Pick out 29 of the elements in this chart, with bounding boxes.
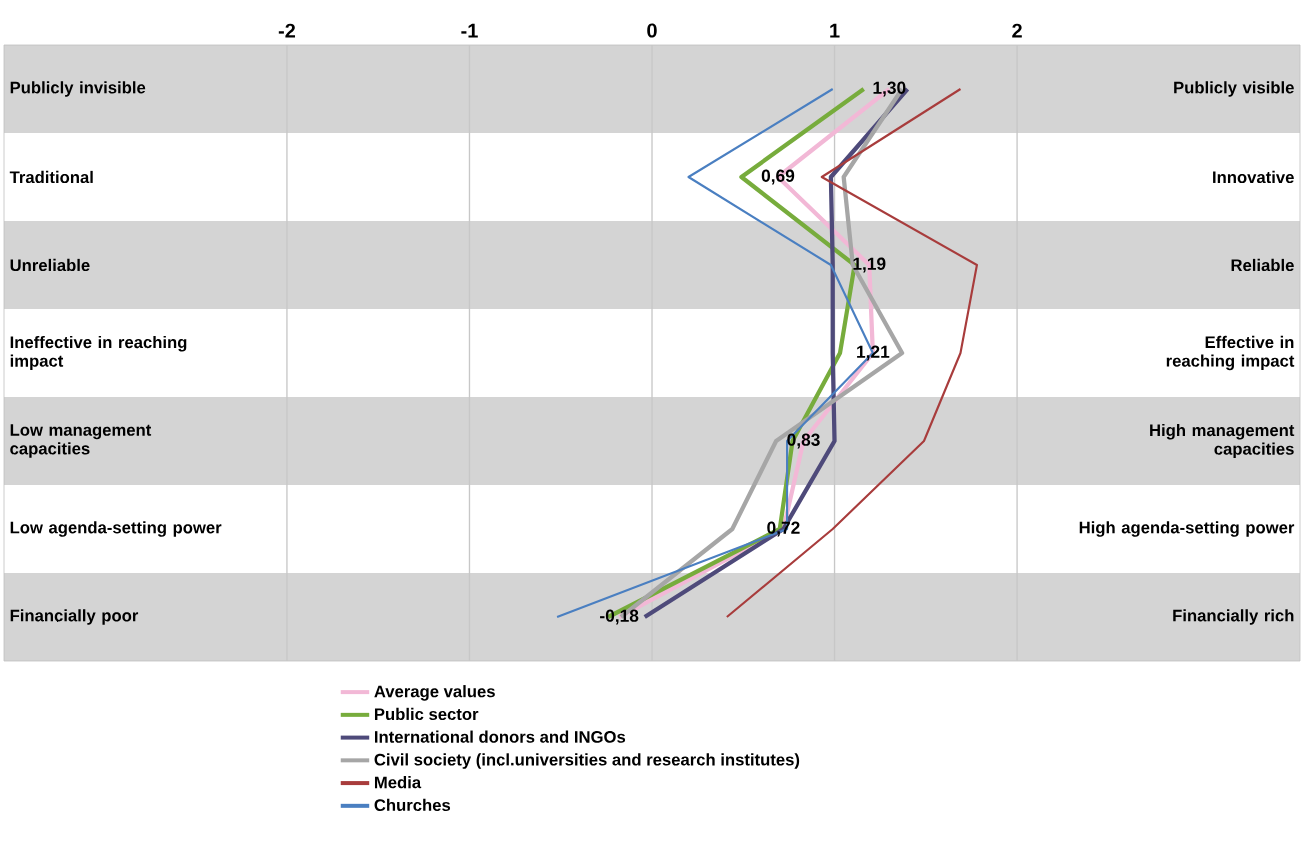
x-tick-label: 0 bbox=[647, 23, 657, 38]
legend-label: International donors and INGOs bbox=[374, 730, 626, 743]
legend-label: Public sector bbox=[374, 707, 479, 721]
y-tick-label: Traditional bbox=[9, 170, 93, 184]
x-tick-label: 2 bbox=[1012, 23, 1022, 38]
y-tick-label: Financially poor bbox=[10, 609, 139, 625]
y2-tick-label: High management capacities bbox=[1150, 423, 1295, 459]
y2-tick-label: High agenda-setting power bbox=[1079, 521, 1295, 537]
legend-label: Media bbox=[374, 776, 422, 789]
legend-label: Civil society (incl.universities and research institutes) bbox=[374, 753, 800, 769]
y2-tick-label: Publicly visible bbox=[1174, 81, 1294, 97]
y-tick-label: Low management capacities bbox=[10, 424, 152, 458]
x-tick-label: 1 bbox=[830, 23, 840, 38]
y-tick-label: Unreliable bbox=[10, 258, 90, 272]
legend-label: Churches bbox=[374, 798, 451, 812]
legend-label: Average values bbox=[374, 685, 495, 701]
y2-tick-label: Reliable bbox=[1231, 258, 1294, 272]
data-label: -0,18 bbox=[600, 609, 639, 625]
y2-tick-label: Effective in reaching impact bbox=[1166, 335, 1295, 371]
y-tick-label: Low agenda-setting power bbox=[10, 521, 222, 537]
y-tick-label: Publicly invisible bbox=[10, 81, 146, 97]
data-label: 0,69 bbox=[761, 169, 795, 185]
data-label: 1,30 bbox=[873, 81, 906, 97]
y2-tick-label: Financially rich bbox=[1173, 609, 1294, 625]
data-label: 1,19 bbox=[853, 257, 886, 273]
x-tick-label: -2 bbox=[278, 23, 296, 38]
y-tick-label: Ineffective in reaching impact bbox=[10, 335, 187, 371]
y2-tick-label: Innovative bbox=[1213, 170, 1294, 184]
x-tick-label: -1 bbox=[461, 23, 478, 38]
